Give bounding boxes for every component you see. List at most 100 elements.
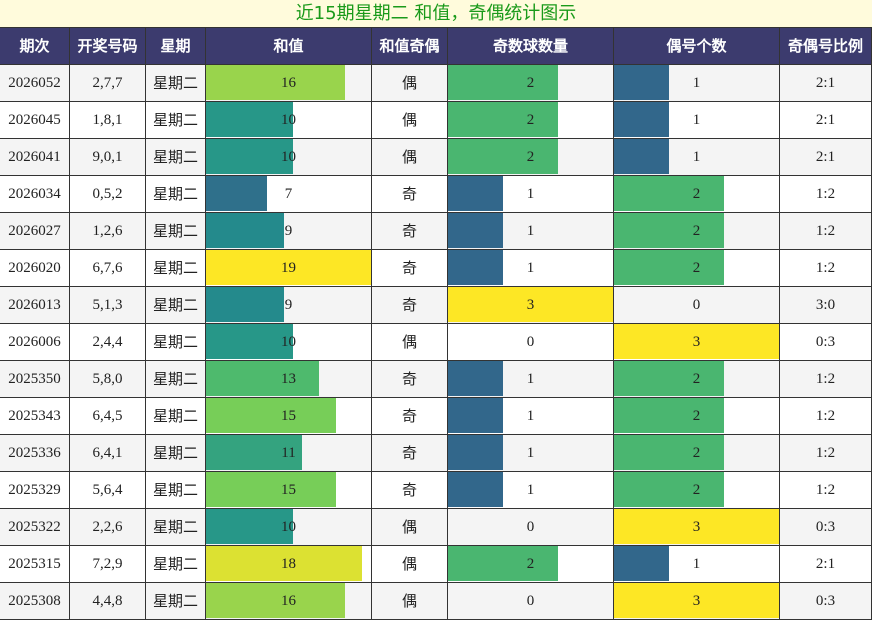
data-bar bbox=[206, 102, 293, 137]
data-bar bbox=[448, 472, 503, 507]
cell-text: 1:2 bbox=[815, 260, 836, 276]
cell: 2026041 bbox=[0, 139, 70, 176]
cell-text: 6,4,1 bbox=[92, 445, 123, 461]
cell: 7,2,9 bbox=[70, 546, 146, 583]
data-bar bbox=[206, 287, 285, 322]
cell: 奇 bbox=[372, 213, 448, 250]
data-bar bbox=[614, 139, 669, 174]
cell-text: 2026006 bbox=[8, 334, 61, 350]
cell-text: 奇 bbox=[401, 370, 417, 388]
cell: 2 bbox=[448, 139, 614, 176]
cell-text: 0:3 bbox=[815, 334, 836, 350]
cell: 9,0,1 bbox=[70, 139, 146, 176]
data-row: 2025322 2,2,6 星期二 10 偶 0 3 0:3 bbox=[0, 509, 872, 546]
data-bar bbox=[448, 250, 503, 285]
cell-text: 2026045 bbox=[8, 112, 61, 128]
cell-text: 偶 bbox=[401, 555, 417, 573]
data-bar bbox=[614, 102, 669, 137]
cell: 3 bbox=[614, 583, 780, 620]
cell: 2,4,4 bbox=[70, 324, 146, 361]
cell-text: 奇 bbox=[401, 185, 417, 203]
cell-text: 11 bbox=[281, 445, 296, 461]
cell: 奇 bbox=[372, 287, 448, 324]
cell-text: 2025350 bbox=[8, 371, 61, 387]
cell-text: 1 bbox=[526, 482, 535, 498]
cell-text: 偶 bbox=[401, 111, 417, 129]
cell: 2 bbox=[448, 546, 614, 583]
cell-text: 2:1 bbox=[815, 112, 836, 128]
header-row: 期次 开奖号码 星期 和值 和值奇偶 奇数球数量 偶号个数 奇偶号比例 bbox=[0, 28, 872, 65]
cell: 星期二 bbox=[146, 250, 206, 287]
data-bar bbox=[206, 176, 267, 211]
data-bar bbox=[206, 472, 337, 507]
cell-text: 星期二 bbox=[152, 444, 198, 462]
cell: 0:3 bbox=[780, 324, 872, 361]
data-row: 2025315 7,2,9 星期二 18 偶 2 1 2:1 bbox=[0, 546, 872, 583]
cell: 星期二 bbox=[146, 139, 206, 176]
header-cell: 星期 bbox=[146, 28, 206, 65]
cell-text: 1:2 bbox=[815, 445, 836, 461]
cell-text: 6,4,5 bbox=[92, 408, 123, 424]
cell-text: 奇 bbox=[401, 296, 417, 314]
cell-text: 1:2 bbox=[815, 186, 836, 202]
cell-text: 4,4,8 bbox=[92, 593, 123, 609]
header-cell: 奇偶号比例 bbox=[780, 28, 872, 65]
cell-text: 1,8,1 bbox=[92, 112, 123, 128]
cell-text: 6,7,6 bbox=[92, 260, 123, 276]
cell: 星期二 bbox=[146, 213, 206, 250]
data-row: 2026052 2,7,7 星期二 16 偶 2 1 2:1 bbox=[0, 65, 872, 102]
cell-text: 15 bbox=[281, 408, 296, 424]
cell: 2,2,6 bbox=[70, 509, 146, 546]
cell: 星期二 bbox=[146, 435, 206, 472]
cell-text: 1:2 bbox=[815, 482, 836, 498]
cell: 6,4,1 bbox=[70, 435, 146, 472]
cell: 1:2 bbox=[780, 213, 872, 250]
data-bar bbox=[206, 398, 337, 433]
cell: 1 bbox=[614, 65, 780, 102]
cell: 15 bbox=[206, 398, 372, 435]
cell-text: 2026027 bbox=[8, 223, 61, 239]
cell-text: 0:3 bbox=[815, 593, 836, 609]
cell: 1 bbox=[448, 250, 614, 287]
cell-text: 1:2 bbox=[815, 408, 836, 424]
cell: 1:2 bbox=[780, 472, 872, 509]
cell-text: 奇 bbox=[401, 259, 417, 277]
cell-text: 3 bbox=[526, 297, 535, 313]
data-bar bbox=[614, 361, 724, 396]
cell: 偶 bbox=[372, 324, 448, 361]
cell-text: 2,7,7 bbox=[92, 75, 123, 91]
cell: 星期二 bbox=[146, 176, 206, 213]
cell-text: 3:0 bbox=[815, 297, 836, 313]
data-bar bbox=[206, 65, 345, 100]
data-bar bbox=[614, 435, 724, 470]
cell: 2 bbox=[614, 176, 780, 213]
cell: 2 bbox=[448, 65, 614, 102]
cell: 星期二 bbox=[146, 398, 206, 435]
cell-text: 星期二 bbox=[152, 185, 198, 203]
cell: 6,7,6 bbox=[70, 250, 146, 287]
cell: 18 bbox=[206, 546, 372, 583]
data-bar bbox=[448, 398, 503, 433]
cell: 3 bbox=[448, 287, 614, 324]
cell-text: 星期二 bbox=[152, 148, 198, 166]
data-bar bbox=[448, 546, 558, 581]
cell-text: 10 bbox=[281, 112, 296, 128]
data-bar bbox=[206, 435, 302, 470]
cell: 11 bbox=[206, 435, 372, 472]
cell-text: 5,1,3 bbox=[92, 297, 123, 313]
data-bar bbox=[614, 65, 669, 100]
data-bar bbox=[206, 546, 363, 581]
cell-text: 10 bbox=[281, 519, 296, 535]
cell-text: 星期二 bbox=[152, 111, 198, 129]
cell-text: 偶 bbox=[401, 148, 417, 166]
data-row: 2025343 6,4,5 星期二 15 奇 1 2 1:2 bbox=[0, 398, 872, 435]
cell: 奇 bbox=[372, 250, 448, 287]
cell-text: 10 bbox=[281, 149, 296, 165]
data-row: 2026045 1,8,1 星期二 10 偶 2 1 2:1 bbox=[0, 102, 872, 139]
cell: 0 bbox=[614, 287, 780, 324]
cell: 偶 bbox=[372, 546, 448, 583]
cell-text: 3 bbox=[692, 593, 701, 609]
cell: 2025343 bbox=[0, 398, 70, 435]
cell-text: 0:3 bbox=[815, 519, 836, 535]
data-bar bbox=[448, 213, 503, 248]
